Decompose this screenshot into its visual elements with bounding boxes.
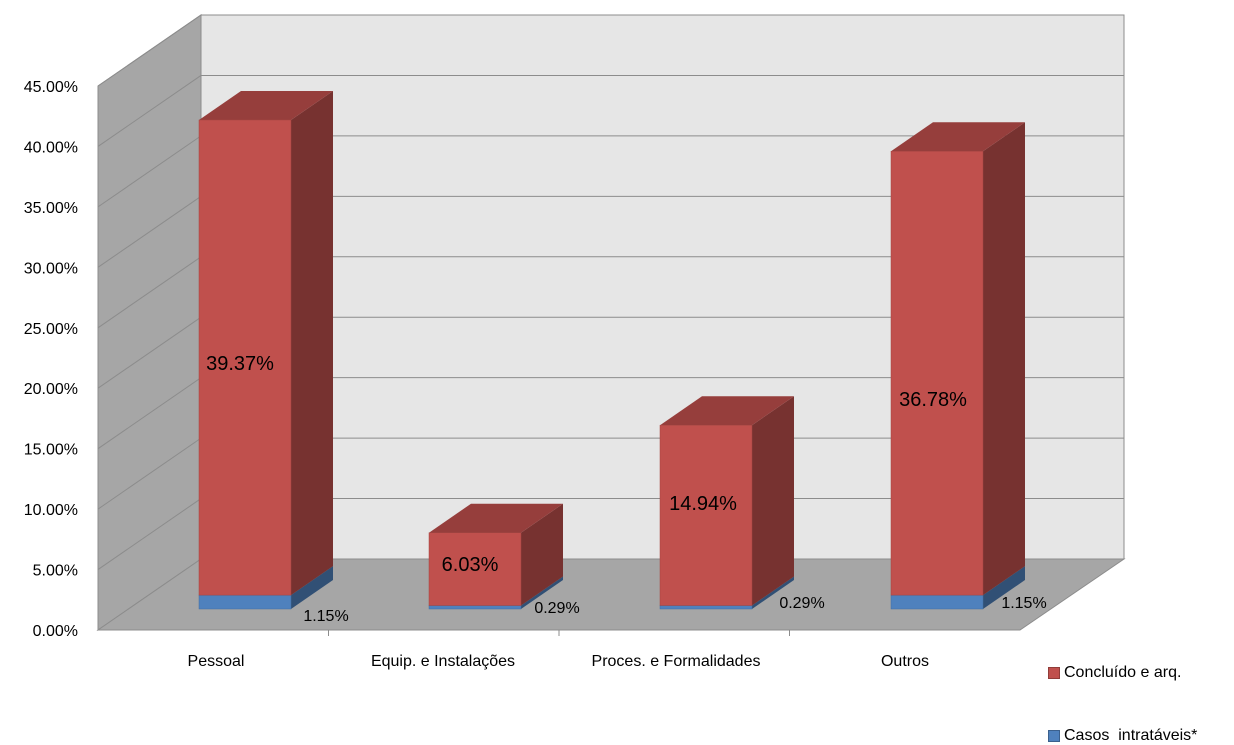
bar-front-face <box>198 119 292 596</box>
data-label-concluido: 39.37% <box>206 353 274 375</box>
bar-side-face <box>752 576 794 609</box>
bar-concluido-2 <box>659 396 794 606</box>
data-labels: 39.37% 6.03% 14.94% 36.78% 1.15% 0.29% 0.29% 1.… <box>206 353 1047 625</box>
gridline-side <box>97 377 202 450</box>
bar-casos-3 <box>890 566 1025 610</box>
gridline-side <box>97 195 202 268</box>
y-tick-label: 20.00% <box>24 381 78 398</box>
bar-top-face <box>429 503 563 533</box>
bar-side-face <box>291 91 333 596</box>
bar-side-face <box>752 396 794 606</box>
data-label-casos: 1.15% <box>1001 595 1046 612</box>
y-tick-label: 45.00% <box>24 79 78 96</box>
x-category-label: Equip. e Instalações <box>371 653 515 670</box>
data-label-concluido: 6.03% <box>442 554 499 576</box>
y-tick-label: 10.00% <box>24 502 78 519</box>
gridline-side <box>97 256 202 329</box>
legend-swatch-casos <box>1048 730 1060 742</box>
bar-front-face <box>428 532 522 606</box>
y-tick-label: 5.00% <box>33 563 78 580</box>
bar-top-face <box>891 122 1025 152</box>
legend-item-concluido: Concluído e arq. <box>1048 664 1181 682</box>
bar-front-face <box>198 594 292 610</box>
bar-side-face <box>291 566 333 609</box>
x-axis: Pessoal Equip. e Instalações Proces. e For… <box>98 629 1020 670</box>
bar-side-face <box>521 503 563 606</box>
bar-top-face <box>660 396 794 426</box>
side-wall <box>97 14 202 631</box>
gridline-side <box>97 437 202 510</box>
data-label-concluido: 14.94% <box>669 493 737 515</box>
data-label-casos: 0.29% <box>534 600 579 617</box>
gridline-side <box>97 135 202 208</box>
y-tick-label: 40.00% <box>24 139 78 156</box>
y-axis-ticks: 0.00% 5.00% 10.00% 15.00% 20.00% 25.00% 30.00%… <box>24 79 78 640</box>
bar-front-face <box>890 151 984 596</box>
bar-concluido-3 <box>890 122 1025 596</box>
bar-concluido-0 <box>198 91 333 596</box>
legend-swatch-concluido <box>1048 667 1060 679</box>
x-category-label: Outros <box>881 653 929 670</box>
y-tick-label: 25.00% <box>24 321 78 338</box>
bar-front-face <box>428 605 522 610</box>
bar-front-face <box>659 424 753 606</box>
bar-side-face <box>983 122 1025 596</box>
y-tick-label: 15.00% <box>24 442 78 459</box>
bar-top-face <box>199 91 333 120</box>
gridline-side <box>97 14 202 87</box>
legend-label-casos: Casos intratáveis* <box>1064 727 1198 744</box>
bar-concluido-1 <box>428 503 563 606</box>
y-tick-label: 35.00% <box>24 200 78 217</box>
bar-front-face <box>890 594 984 610</box>
bars <box>198 91 1025 610</box>
bar-front-face <box>659 605 753 610</box>
legend-label-concluido: Concluído e arq. <box>1064 664 1182 681</box>
gridline-side <box>97 75 202 147</box>
gridline-side <box>97 498 202 570</box>
data-label-casos: 0.29% <box>779 595 824 612</box>
data-label-concluido: 36.78% <box>899 389 967 411</box>
bar-side-face <box>983 566 1025 609</box>
y-tick-label: 0.00% <box>33 623 78 640</box>
x-category-label: Pessoal <box>188 653 245 670</box>
data-label-casos: 1.15% <box>303 608 348 625</box>
legend-item-casos: Casos intratáveis* <box>1048 727 1197 745</box>
gridline-side <box>97 316 202 389</box>
y-tick-label: 30.00% <box>24 260 78 277</box>
bar-side-face <box>521 576 563 609</box>
x-category-label: Proces. e Formalidades <box>592 653 761 670</box>
